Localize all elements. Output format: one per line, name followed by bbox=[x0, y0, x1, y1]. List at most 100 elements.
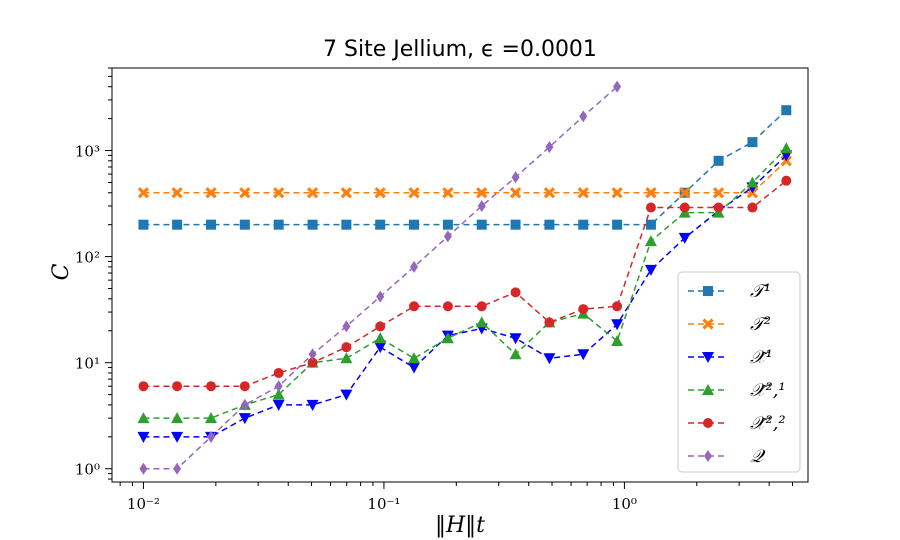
data-point bbox=[173, 462, 182, 475]
series-2 bbox=[137, 155, 792, 199]
data-point bbox=[644, 235, 657, 247]
data-point bbox=[645, 202, 656, 213]
x-tick-label: 10⁰ bbox=[612, 495, 637, 513]
data-point bbox=[342, 320, 351, 333]
data-point bbox=[442, 219, 453, 230]
data-point bbox=[543, 353, 556, 365]
data-point bbox=[611, 187, 623, 199]
data-point bbox=[509, 348, 522, 360]
data-point bbox=[612, 301, 623, 312]
data-point bbox=[375, 321, 386, 332]
x-tick-label: 10⁻² bbox=[127, 495, 160, 513]
data-point bbox=[206, 381, 217, 392]
data-point bbox=[171, 431, 184, 443]
data-point bbox=[340, 187, 353, 199]
data-point bbox=[374, 187, 386, 199]
data-point bbox=[374, 342, 387, 354]
data-point bbox=[476, 187, 488, 199]
data-point bbox=[272, 399, 285, 411]
data-point bbox=[443, 230, 452, 243]
data-point bbox=[510, 219, 521, 230]
data-point bbox=[781, 105, 792, 116]
series-line bbox=[143, 160, 787, 194]
data-point bbox=[476, 301, 487, 312]
legend-item: 𝒳̃²,² bbox=[688, 413, 786, 434]
chart-title: 7 Site Jellium, ϵ =0.0001 bbox=[323, 37, 597, 62]
data-point bbox=[477, 200, 486, 212]
data-point bbox=[613, 80, 622, 93]
y-tick-label: 10³ bbox=[75, 143, 100, 161]
data-point bbox=[476, 219, 487, 230]
data-point bbox=[138, 219, 149, 230]
legend-marker bbox=[703, 286, 713, 296]
series-5 bbox=[138, 175, 792, 392]
data-point bbox=[713, 155, 724, 166]
data-point bbox=[781, 175, 792, 186]
data-point bbox=[509, 187, 522, 199]
series-line bbox=[143, 180, 787, 387]
legend-marker bbox=[702, 318, 714, 330]
data-point bbox=[578, 304, 589, 315]
data-point bbox=[679, 187, 691, 199]
data-point bbox=[307, 357, 318, 368]
legend-marker bbox=[702, 352, 714, 363]
data-point bbox=[746, 176, 759, 188]
legend: 𝒯¹ 𝒯² 𝒳̃¹ 𝒳̃²,¹ 𝒳̃²,² 𝒬 bbox=[677, 271, 801, 473]
data-point bbox=[409, 219, 420, 230]
data-point bbox=[137, 412, 150, 424]
data-point bbox=[171, 412, 184, 424]
legend-label: 𝒳̃¹ bbox=[750, 347, 773, 368]
series-line bbox=[143, 109, 787, 226]
data-point bbox=[408, 352, 421, 364]
data-point bbox=[273, 367, 284, 378]
data-point bbox=[172, 381, 183, 392]
legend-label: 𝒳̃²,² bbox=[750, 413, 786, 434]
data-point bbox=[511, 171, 520, 184]
data-point bbox=[712, 187, 725, 199]
data-point bbox=[544, 317, 555, 328]
data-point bbox=[171, 187, 183, 199]
data-point bbox=[644, 264, 657, 276]
data-point bbox=[577, 349, 590, 361]
data-point bbox=[543, 187, 556, 199]
data-point bbox=[579, 110, 588, 123]
y-axis-label: C bbox=[49, 263, 74, 280]
data-point bbox=[137, 431, 150, 443]
data-point bbox=[274, 380, 283, 393]
legend-label: 𝒯² bbox=[750, 314, 771, 335]
data-point bbox=[442, 301, 453, 312]
legend-label: 𝒬 bbox=[750, 446, 766, 467]
data-point bbox=[340, 389, 353, 401]
data-point bbox=[273, 219, 284, 230]
data-point bbox=[509, 333, 522, 345]
data-point bbox=[409, 301, 420, 312]
data-point bbox=[410, 260, 419, 273]
y-tick-label: 10² bbox=[75, 249, 100, 267]
data-point bbox=[611, 319, 624, 331]
legend-item: 𝒯² bbox=[688, 314, 771, 335]
data-point bbox=[678, 232, 691, 244]
y-tick-label: 10¹ bbox=[75, 355, 100, 373]
data-point bbox=[272, 388, 285, 400]
legend-label: 𝒳̃²,¹ bbox=[750, 380, 786, 401]
plot-area-frame bbox=[111, 67, 809, 483]
data-point bbox=[544, 219, 555, 230]
data-point bbox=[238, 413, 251, 425]
data-point bbox=[510, 287, 521, 298]
data-point bbox=[341, 342, 352, 353]
data-point bbox=[340, 352, 353, 364]
data-point bbox=[341, 219, 352, 230]
data-point bbox=[408, 362, 421, 374]
data-point bbox=[139, 462, 148, 475]
data-point bbox=[375, 219, 386, 230]
data-point bbox=[645, 219, 656, 230]
data-point bbox=[376, 290, 385, 303]
data-point bbox=[408, 187, 420, 199]
series-1 bbox=[138, 105, 792, 230]
data-point bbox=[747, 137, 758, 148]
data-point bbox=[307, 219, 318, 230]
series-line bbox=[143, 86, 618, 470]
data-point bbox=[138, 381, 149, 392]
data-point bbox=[577, 187, 589, 199]
